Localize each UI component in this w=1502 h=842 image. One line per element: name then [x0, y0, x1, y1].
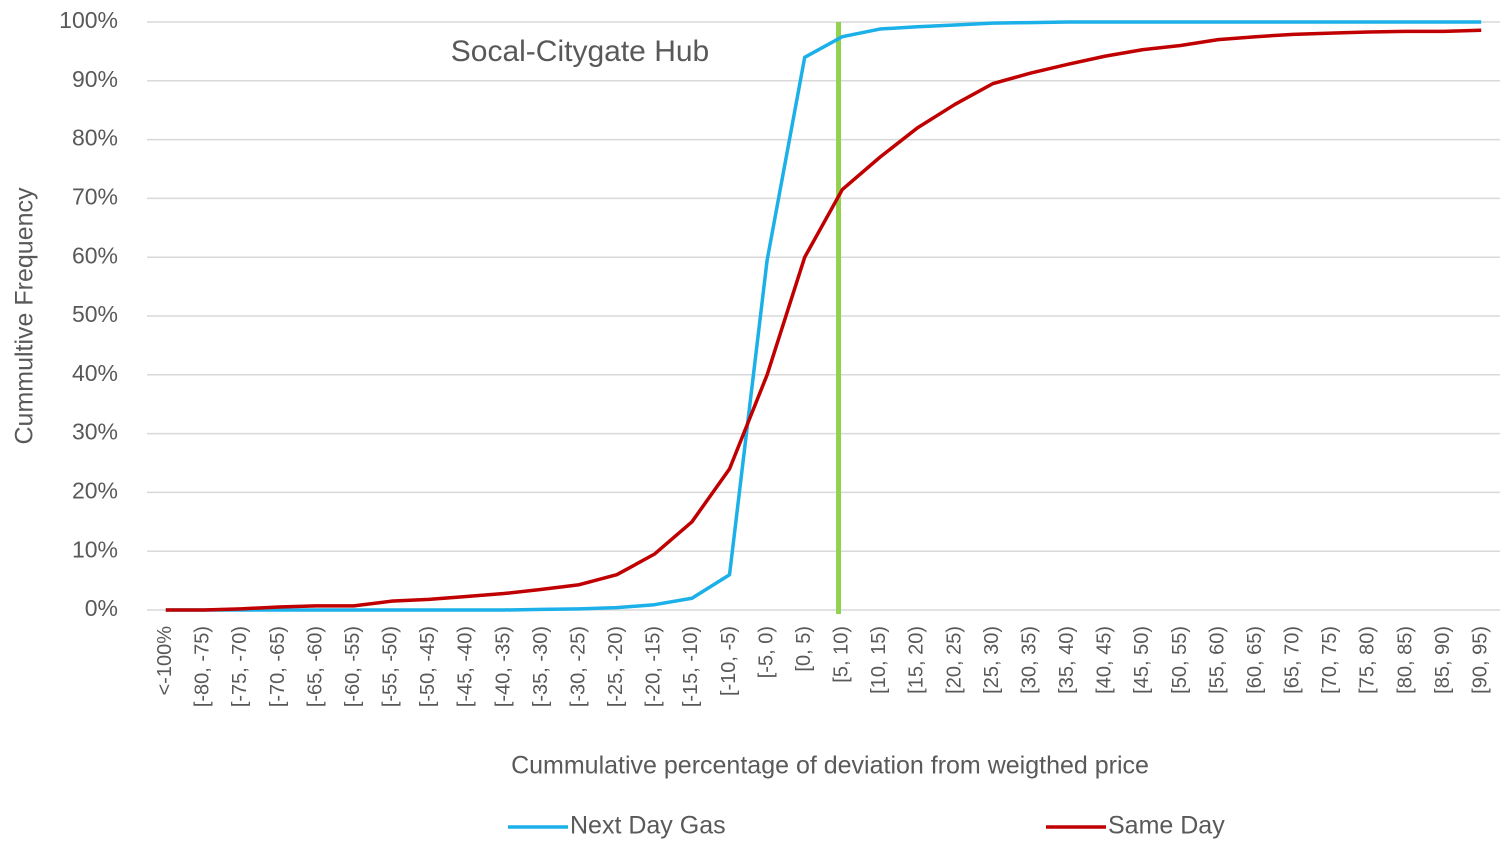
x-tick-label: [85, 90) [1432, 626, 1454, 694]
x-tick-label: [-10, -5) [718, 626, 740, 696]
x-tick-label: [-5, 0) [755, 626, 777, 678]
series-line [165, 20, 1482, 612]
x-tick-label: [-25, -20) [605, 626, 627, 707]
x-tick-label: [45, 50) [1131, 626, 1153, 694]
x-tick-label: [-55, -50) [380, 626, 402, 707]
x-tick-label: [55, 60) [1206, 626, 1228, 694]
x-tick-label: [15, 20) [906, 626, 928, 694]
y-tick-label: 60% [72, 242, 118, 268]
x-tick-label: [60, 65) [1244, 626, 1266, 694]
x-tick-label: [-50, -45) [417, 626, 439, 707]
x-tick-label: [-20, -15) [643, 626, 665, 707]
x-tick-label: [10, 15) [868, 626, 890, 694]
x-tick-label: [-70, -65) [267, 626, 289, 707]
x-tick-label: [80, 85) [1394, 626, 1416, 694]
x-tick-label: [70, 75) [1319, 626, 1341, 694]
y-tick-label: 90% [72, 66, 118, 92]
x-tick-label: [25, 30) [981, 626, 1003, 694]
x-tick-label: [-80, -75) [192, 626, 214, 707]
x-tick-label: [0, 5) [793, 626, 815, 672]
y-tick-label: 100% [59, 7, 118, 33]
chart-annotation: Socal-Citygate Hub [451, 35, 709, 68]
x-tick-label: [35, 40) [1056, 626, 1078, 694]
x-tick-label: [5, 10) [831, 626, 853, 683]
y-tick-label: 0% [85, 595, 118, 621]
y-axis-label: Cummultive Frequency [11, 187, 39, 445]
x-tick-label: [-45, -40) [455, 626, 477, 707]
x-tick-label: [50, 55) [1169, 626, 1191, 694]
y-tick-label: 20% [72, 477, 118, 503]
y-tick-label: 70% [72, 183, 118, 209]
x-tick-label: [90, 95) [1469, 626, 1491, 694]
x-tick-label: [30, 35) [1018, 626, 1040, 694]
x-tick-label: [-40, -35) [492, 626, 514, 707]
x-tick-label: [-35, -30) [530, 626, 552, 707]
x-tick-label: [-15, -10) [680, 626, 702, 707]
x-axis-label: Cummulative percentage of deviation from… [511, 752, 1149, 780]
x-tick-label: [20, 25) [943, 626, 965, 694]
x-tick-label: <-100% [154, 626, 176, 696]
x-tick-label: [-60, -55) [342, 626, 364, 707]
y-tick-label: 10% [72, 536, 118, 562]
legend-label: Next Day Gas [570, 812, 726, 840]
y-tick-label: 30% [72, 419, 118, 445]
series-line [165, 28, 1482, 612]
x-tick-label: [-65, -60) [304, 626, 326, 707]
x-tick-label: [65, 70) [1282, 626, 1304, 694]
y-tick-label: 50% [72, 301, 118, 327]
x-tick-label: [40, 45) [1094, 626, 1116, 694]
x-tick-label: [-30, -25) [567, 626, 589, 707]
y-tick-label: 40% [72, 360, 118, 386]
x-tick-label: [75, 80) [1357, 626, 1379, 694]
x-tick-label: [-75, -70) [229, 626, 251, 707]
y-tick-label: 80% [72, 125, 118, 151]
legend-label: Same Day [1108, 812, 1225, 840]
